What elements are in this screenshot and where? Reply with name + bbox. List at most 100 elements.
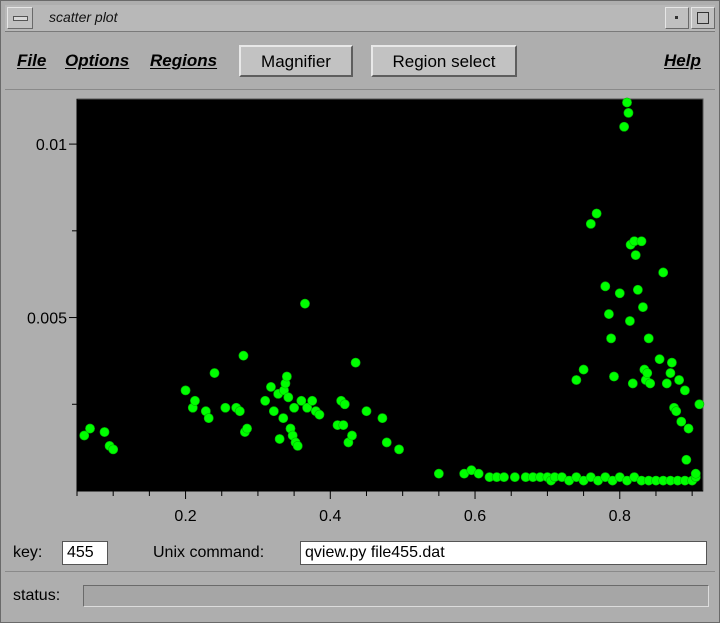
scatter-point[interactable] [79,430,90,441]
scatter-point[interactable] [680,385,690,396]
scatter-point[interactable] [234,406,245,417]
scatter-point[interactable] [661,378,672,389]
scatter-point[interactable] [190,395,200,406]
menu-help[interactable]: Help [664,51,701,70]
scatter-point[interactable] [85,423,95,434]
menu-regions[interactable]: Regions [150,51,218,70]
scatter-point[interactable] [609,371,619,382]
x-tick-label: 0.8 [609,508,631,525]
scatter-point[interactable] [681,454,692,465]
plot-background[interactable] [76,98,704,492]
scatter-point[interactable] [604,309,614,319]
scatter-point[interactable] [683,423,694,434]
status-label: status: [13,587,61,604]
scatter-point[interactable] [268,406,279,417]
region-select-button[interactable]: Region select [371,45,517,77]
scatter-point[interactable] [694,399,705,410]
scatter-point[interactable] [350,357,361,368]
scatter-point[interactable] [302,402,313,413]
x-tick-label: 0.4 [319,508,341,525]
scatter-point[interactable] [591,208,602,219]
scatter-point[interactable] [499,472,509,483]
unix-command-input[interactable]: qview.py file455.dat [300,541,707,565]
scatter-point[interactable] [627,378,638,389]
scatter-point[interactable] [292,441,303,451]
scatter-point[interactable] [509,472,520,483]
scatter-point[interactable] [666,357,677,368]
scatter-point[interactable] [643,333,654,344]
command-row: key: 455 Unix command: qview.py file455.… [5,537,715,572]
scatter-point[interactable] [209,368,220,378]
scatter-point[interactable] [381,437,392,448]
scatter-point[interactable] [645,378,656,389]
scatter-point[interactable] [638,302,648,313]
x-tick-label: 0.2 [174,508,196,525]
scatter-point[interactable] [614,288,625,299]
scatter-point[interactable] [203,413,214,424]
scatter-point[interactable] [658,267,669,278]
scatter-point[interactable] [642,368,653,378]
window-title: scatter plot [49,9,118,25]
scatter-point[interactable] [571,375,582,385]
scatter-point[interactable] [274,434,285,444]
scatter-point[interactable] [99,427,110,437]
scatter-point[interactable] [671,406,682,417]
scatter-point[interactable] [220,402,231,413]
scatter-point[interactable] [676,416,687,427]
scatter-point[interactable] [600,281,611,292]
title-bar[interactable]: scatter plot [5,5,715,32]
scatter-point[interactable] [377,413,388,424]
scatter-plot-chart[interactable]: 0.2 0.4 0.6 0.8 0.005 0.01 [5,93,715,533]
scatter-point[interactable] [630,250,641,261]
scatter-point[interactable] [278,413,289,424]
scatter-point[interactable] [242,423,252,434]
scatter-point[interactable] [665,368,676,378]
menu-options[interactable]: Options [65,51,130,70]
minimize-button[interactable] [665,7,689,29]
y-tick-label: 0.005 [27,311,67,328]
scatter-point[interactable] [632,284,643,295]
scatter-point[interactable] [625,316,635,326]
magnifier-button[interactable]: Magnifier [239,45,353,77]
scatter-point[interactable] [296,395,307,406]
scatter-point[interactable] [307,395,318,406]
scatter-point[interactable] [347,430,357,441]
menu-file[interactable]: File [17,51,47,70]
scatter-plot-area: 0.2 0.4 0.6 0.8 0.005 0.01 [5,93,715,533]
scatter-point[interactable] [314,409,325,420]
scatter-point[interactable] [338,420,349,430]
scatter-point[interactable] [260,395,271,406]
scatter-point[interactable] [623,107,634,118]
scatter-point[interactable] [674,375,685,385]
scatter-point[interactable] [361,406,372,417]
key-label: key: [13,544,43,561]
scatter-point[interactable] [283,392,294,403]
x-tick-label: 0.6 [464,508,486,525]
scatter-point[interactable] [394,444,404,455]
scatter-point[interactable] [622,97,632,108]
scatter-point[interactable] [238,350,249,361]
scatter-point[interactable] [636,236,647,247]
scatter-point[interactable] [339,399,350,410]
scatter-point[interactable] [281,371,292,382]
status-field [83,585,709,607]
scatter-point[interactable] [108,444,119,455]
scatter-point[interactable] [578,364,589,375]
unix-command-label: Unix command: [153,544,265,561]
key-input[interactable]: 455 [62,541,108,565]
maximize-button[interactable] [691,7,715,29]
scatter-point[interactable] [654,354,665,365]
scatter-point[interactable] [585,218,596,229]
scatter-point[interactable] [180,385,191,396]
window-menu-button[interactable] [7,7,33,29]
status-row: status: [5,577,715,617]
scatter-point[interactable] [619,121,630,132]
scatter-point[interactable] [606,333,616,344]
scatter-point[interactable] [300,298,310,309]
scatter-point[interactable] [289,402,300,413]
scatter-point[interactable] [266,382,276,392]
scatter-point[interactable] [433,468,444,479]
scatter-point[interactable] [690,468,701,479]
scatter-point[interactable] [473,468,484,479]
